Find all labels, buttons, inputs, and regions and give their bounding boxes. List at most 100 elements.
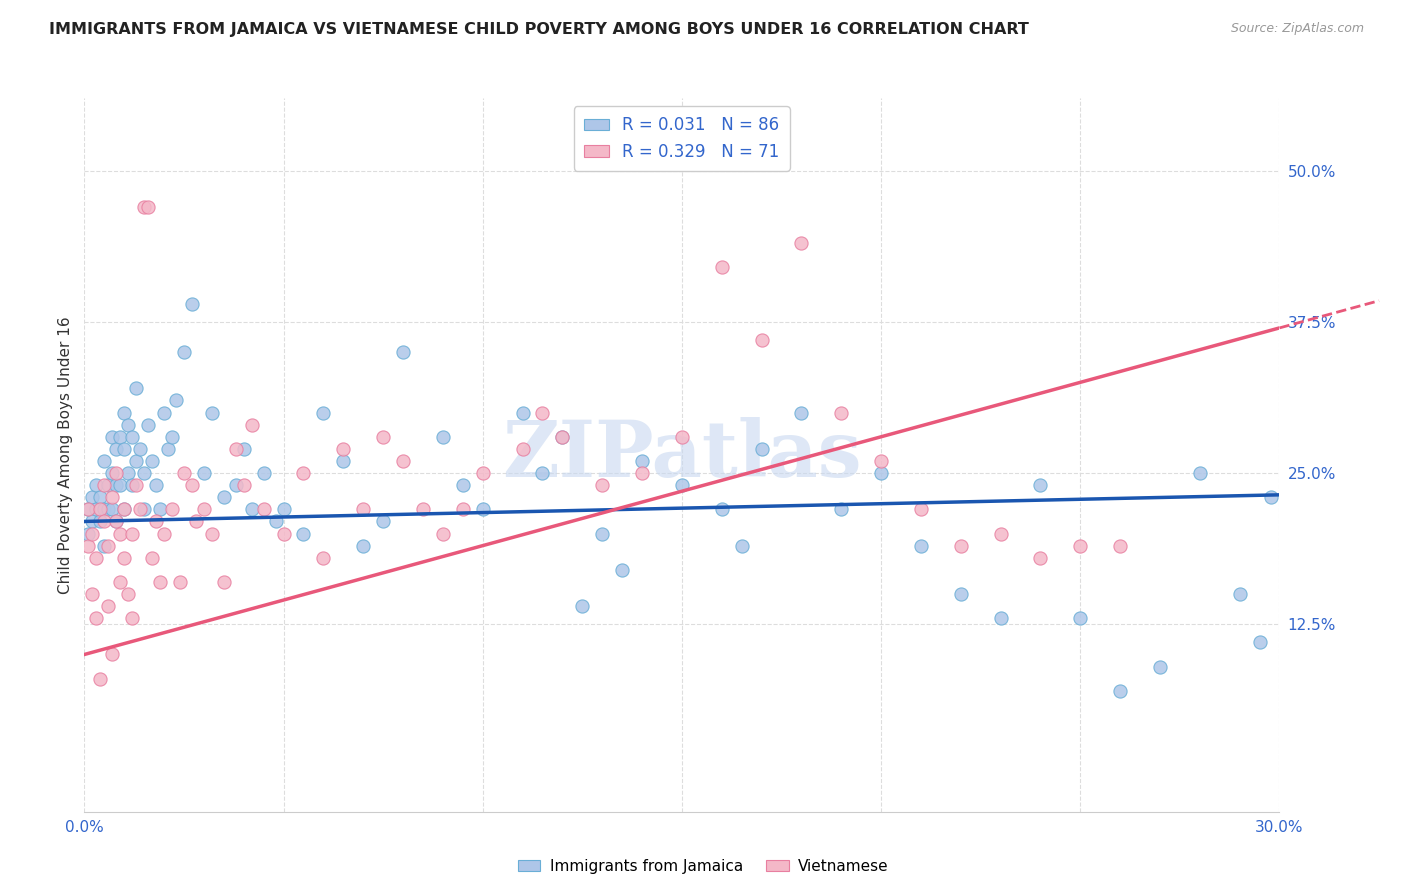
Point: [86, 478, 108, 492]
Point: [117, 587, 139, 601]
Point: [830, 406, 852, 420]
Point: [1249, 635, 1271, 649]
Point: [86, 502, 108, 516]
Point: [551, 430, 574, 444]
Point: [253, 502, 276, 516]
Point: [451, 502, 474, 516]
Point: [631, 466, 654, 480]
Point: [1109, 539, 1132, 553]
Point: [949, 587, 972, 601]
Point: [132, 502, 156, 516]
Text: Source: ZipAtlas.com: Source: ZipAtlas.com: [1230, 22, 1364, 36]
Point: [273, 502, 295, 516]
Point: [392, 454, 415, 468]
Point: [591, 526, 613, 541]
Point: [451, 478, 474, 492]
Point: [332, 442, 354, 456]
Point: [212, 574, 235, 589]
Point: [136, 200, 159, 214]
Point: [332, 454, 354, 468]
Point: [149, 502, 172, 516]
Point: [112, 442, 135, 456]
Point: [129, 442, 152, 456]
Point: [101, 466, 124, 480]
Point: [193, 466, 215, 480]
Point: [1109, 683, 1132, 698]
Point: [731, 539, 754, 553]
Point: [1029, 550, 1052, 565]
Point: [121, 430, 143, 444]
Point: [312, 406, 335, 420]
Point: [125, 381, 148, 395]
Point: [1069, 611, 1091, 625]
Point: [160, 430, 183, 444]
Point: [1029, 478, 1052, 492]
Point: [312, 550, 335, 565]
Point: [93, 515, 115, 529]
Point: [471, 502, 494, 516]
Point: [1229, 587, 1251, 601]
Point: [184, 515, 207, 529]
Point: [949, 539, 972, 553]
Point: [990, 611, 1012, 625]
Point: [105, 442, 128, 456]
Point: [240, 417, 263, 432]
Point: [870, 454, 893, 468]
Point: [89, 502, 111, 516]
Point: [292, 466, 315, 480]
Point: [201, 526, 224, 541]
Point: [273, 526, 295, 541]
Point: [671, 478, 693, 492]
Point: [112, 550, 135, 565]
Point: [253, 466, 276, 480]
Point: [89, 490, 111, 504]
Point: [77, 502, 100, 516]
Point: [141, 550, 163, 565]
Point: [97, 478, 120, 492]
Point: [125, 454, 148, 468]
Point: [631, 454, 654, 468]
Point: [160, 502, 183, 516]
Point: [97, 502, 120, 516]
Point: [432, 526, 454, 541]
Point: [512, 406, 534, 420]
Point: [112, 502, 135, 516]
Point: [121, 526, 143, 541]
Point: [1260, 490, 1282, 504]
Point: [169, 574, 191, 589]
Point: [571, 599, 593, 613]
Point: [101, 502, 124, 516]
Legend: R = 0.031   N = 86, R = 0.329   N = 71: R = 0.031 N = 86, R = 0.329 N = 71: [574, 106, 790, 170]
Point: [93, 502, 115, 516]
Point: [165, 393, 187, 408]
Point: [181, 297, 204, 311]
Point: [110, 430, 132, 444]
Point: [373, 430, 395, 444]
Point: [93, 478, 115, 492]
Text: ZIPatlas: ZIPatlas: [502, 417, 862, 493]
Point: [105, 515, 128, 529]
Point: [117, 417, 139, 432]
Point: [240, 502, 263, 516]
Point: [121, 478, 143, 492]
Point: [790, 406, 813, 420]
Point: [392, 345, 415, 359]
Point: [373, 515, 395, 529]
Point: [82, 526, 104, 541]
Point: [97, 599, 120, 613]
Point: [105, 515, 128, 529]
Point: [112, 502, 135, 516]
Point: [125, 478, 148, 492]
Point: [225, 478, 247, 492]
Point: [612, 563, 634, 577]
Point: [105, 478, 128, 492]
Point: [751, 442, 773, 456]
Point: [870, 466, 893, 480]
Point: [132, 200, 156, 214]
Point: [101, 648, 124, 662]
Point: [97, 539, 120, 553]
Point: [121, 611, 143, 625]
Point: [153, 526, 176, 541]
Point: [232, 442, 254, 456]
Point: [1069, 539, 1091, 553]
